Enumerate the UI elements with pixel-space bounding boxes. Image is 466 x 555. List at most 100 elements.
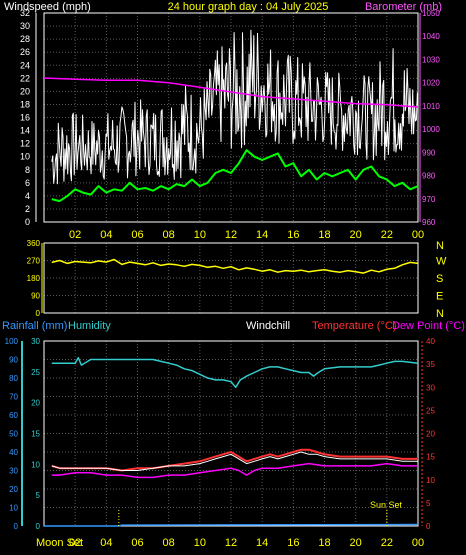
hour-tick-label: 16 <box>287 229 299 241</box>
temperature-tick-label: 0 <box>426 522 431 531</box>
windspeed-tick-label: 2 <box>25 204 30 214</box>
compass-letter: W <box>436 256 447 268</box>
bottom-hour-tick-label: 08 <box>163 537 175 549</box>
bottom-hour-tick-label: 00 <box>412 537 424 549</box>
rainfall-tick-label: 0 <box>36 522 41 531</box>
graph-title: 24 hour graph day : 04 July 2025 <box>168 1 329 13</box>
bottom-hour-tick-label: 04 <box>100 537 112 549</box>
wind-average-line <box>51 149 419 203</box>
humidity-tick-label: 30 <box>9 467 18 476</box>
windspeed-tick-label: 28 <box>20 34 30 44</box>
humidity-tick-label: 10 <box>9 504 18 513</box>
rainfall-line <box>44 523 419 527</box>
humidity-tick-label: 70 <box>9 393 18 402</box>
bottom-hour-tick-label: 14 <box>256 537 268 549</box>
direction-tick-label: 270 <box>27 257 41 266</box>
temperature-tick-label: 5 <box>426 499 431 508</box>
temperature-tick-label: 40 <box>426 337 435 346</box>
rainfall-tick-label: 30 <box>31 337 40 346</box>
temperature-line <box>51 448 418 472</box>
barometer-line <box>43 77 419 108</box>
chart-marks: 0246810121416182022242628303296097098099… <box>5 8 447 549</box>
hour-tick-label: 12 <box>225 229 237 241</box>
windspeed-axis-label: Windspeed (mph) <box>4 1 91 13</box>
humidity-tick-label: 80 <box>9 374 18 383</box>
dewpoint-line <box>51 462 418 479</box>
barometer-tick-label: 980 <box>422 172 436 181</box>
hour-tick-label: 22 <box>381 229 393 241</box>
hour-tick-label: 18 <box>318 229 330 241</box>
windspeed-tick-label: 8 <box>25 165 30 175</box>
barometer-tick-label: 1000 <box>422 125 440 134</box>
temperature-tick-label: 35 <box>426 360 435 369</box>
hour-tick-label: 10 <box>194 229 206 241</box>
barometer-tick-label: 1020 <box>422 79 440 88</box>
compass-letter: E <box>436 291 443 303</box>
wind-gust-line <box>51 29 418 185</box>
bottom-hour-tick-label: 02 <box>69 537 81 549</box>
barometer-tick-label: 1040 <box>422 32 440 41</box>
humidity-axis-label: Humidity <box>68 320 111 332</box>
barometer-axis-label: Barometer (mb) <box>365 1 442 13</box>
humidity-tick-label: 20 <box>9 485 18 494</box>
direction-tick-label: 90 <box>31 292 40 301</box>
hour-tick-label: 00 <box>412 229 424 241</box>
windspeed-tick-label: 12 <box>20 139 30 149</box>
dewpoint-axis-label: Dew Point (°C) <box>392 320 465 332</box>
direction-tick-label: 180 <box>27 274 41 283</box>
windspeed-tick-label: 0 <box>25 217 30 227</box>
hour-tick-label: 14 <box>256 229 268 241</box>
temperature-tick-label: 20 <box>426 430 435 439</box>
temperature-tick-label: 30 <box>426 383 435 392</box>
hour-tick-label: 06 <box>131 229 143 241</box>
bottom-hour-tick-label: 22 <box>381 537 393 549</box>
humidity-tick-label: 50 <box>9 430 18 439</box>
barometer-tick-label: 970 <box>422 195 436 204</box>
temperature-tick-label: 15 <box>426 453 435 462</box>
windspeed-tick-label: 22 <box>20 73 30 83</box>
bottom-hour-tick-label: 12 <box>225 537 237 549</box>
barometer-tick-label: 990 <box>422 148 436 157</box>
windspeed-tick-label: 30 <box>20 21 30 31</box>
humidity-tick-label: 100 <box>5 337 19 346</box>
windspeed-tick-label: 18 <box>20 99 30 109</box>
humidity-tick-label: 90 <box>9 356 18 365</box>
windspeed-tick-label: 6 <box>25 178 30 188</box>
hour-tick-label: 08 <box>163 229 175 241</box>
windspeed-tick-label: 10 <box>20 152 30 162</box>
rainfall-tick-label: 15 <box>31 430 40 439</box>
windspeed-tick-label: 24 <box>20 60 30 70</box>
sun-set-label: Sun Set <box>370 500 403 510</box>
compass-letter: N <box>436 308 444 320</box>
rainfall-axis-label: Rainfall (mm) <box>2 320 67 332</box>
windspeed-tick-label: 16 <box>20 113 30 123</box>
rainfall-tick-label: 20 <box>31 399 40 408</box>
windchill-legend-label: Windchill <box>246 320 290 332</box>
windchill-line <box>51 451 418 471</box>
barometer-tick-label: 1050 <box>422 9 440 18</box>
compass-letter: S <box>436 273 443 285</box>
hour-tick-label: 20 <box>350 229 362 241</box>
bottom-hour-tick-label: 20 <box>350 537 362 549</box>
rainfall-tick-label: 5 <box>36 491 41 500</box>
windspeed-tick-label: 14 <box>20 126 30 136</box>
rainfall-tick-label: 10 <box>31 460 40 469</box>
humidity-tick-label: 40 <box>9 448 18 457</box>
barometer-tick-label: 1030 <box>422 55 440 64</box>
humidity-line <box>51 356 419 389</box>
humidity-tick-label: 60 <box>9 411 18 420</box>
windspeed-tick-label: 32 <box>20 8 30 18</box>
bottom-hour-tick-label: 10 <box>194 537 206 549</box>
direction-tick-label: 360 <box>27 239 41 248</box>
humidity-tick-label: 0 <box>14 522 19 531</box>
bottom-hour-tick-label: 18 <box>318 537 330 549</box>
windspeed-tick-label: 26 <box>20 47 30 57</box>
bottom-hour-tick-label: 06 <box>131 537 143 549</box>
windspeed-tick-label: 20 <box>20 86 30 96</box>
compass-letter: N <box>436 240 444 252</box>
wind-panel-frame <box>43 12 419 223</box>
barometer-tick-label: 960 <box>422 218 436 227</box>
temperature-tick-label: 10 <box>426 476 435 485</box>
temperature-axis-label: Temperature (°C) <box>312 320 396 332</box>
